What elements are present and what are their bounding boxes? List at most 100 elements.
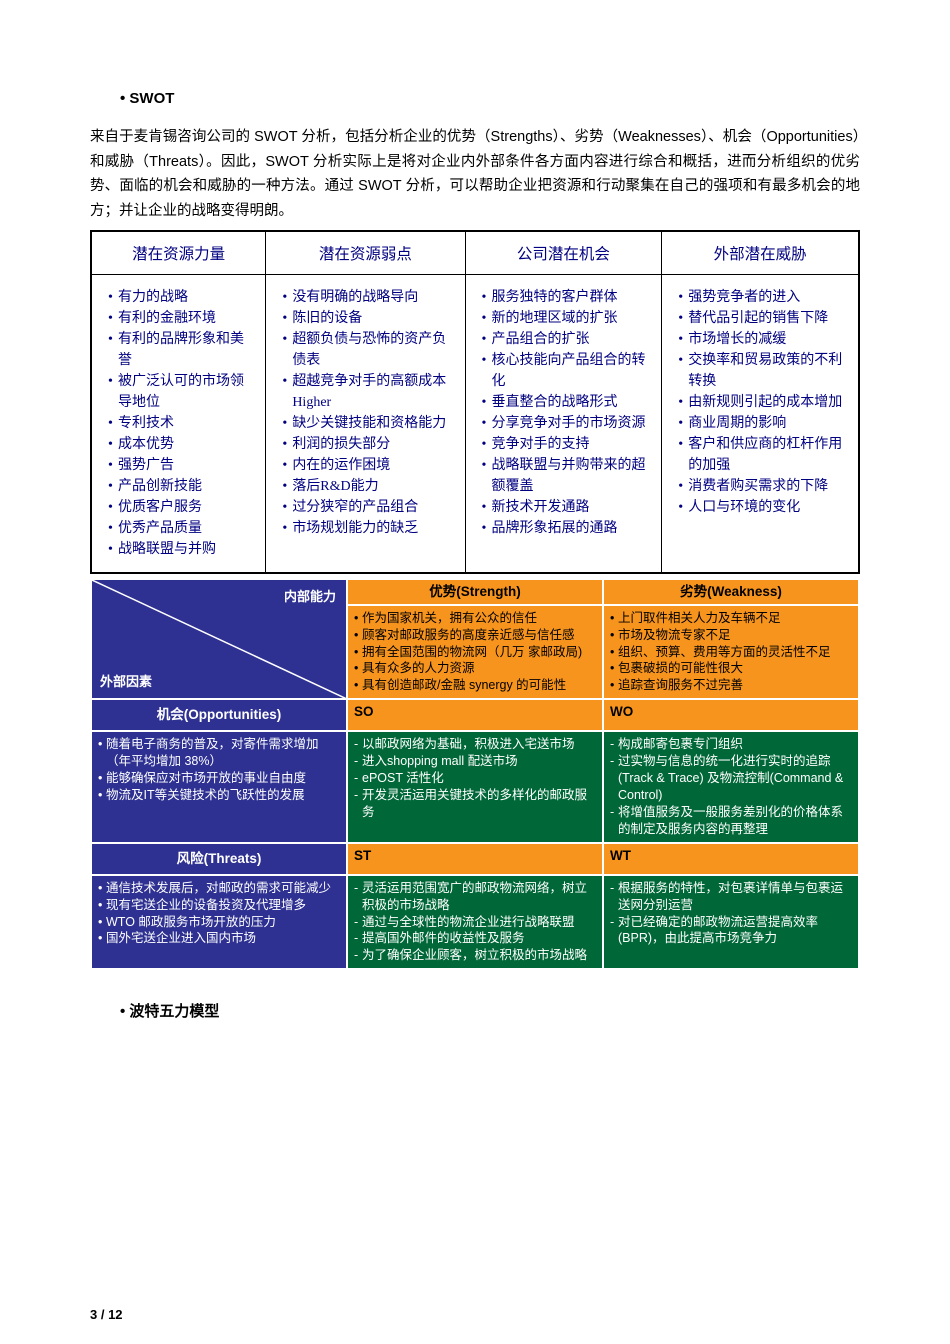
strength-cell: 作为国家机关，拥有公众的信任顾客对邮政服务的高度亲近感与信任感拥有全国范围的物流…: [347, 605, 603, 699]
list-item: 强势竞争者的进入: [678, 287, 848, 308]
opportunities-header: 机会(Opportunities): [91, 699, 347, 731]
list-item: 核心技能向产品组合的转化: [482, 350, 652, 392]
list-item: 成本优势: [108, 434, 255, 455]
list-item: 客户和供应商的杠杆作用的加强: [678, 434, 848, 476]
list-item: 顾客对邮政服务的高度亲近感与信任感: [354, 627, 596, 644]
list-item: 有利的品牌形象和美誉: [108, 329, 255, 371]
swot-header-3: 公司潜在机会: [465, 231, 662, 275]
weakness-header: 劣势(Weakness): [603, 579, 859, 605]
list-item: 通过与全球性的物流企业进行战略联盟: [354, 914, 596, 931]
list-item: 过分狭窄的产品组合: [282, 497, 454, 518]
list-item: 市场规划能力的缺乏: [282, 518, 454, 539]
list-item: 品牌形象拓展的通路: [482, 518, 652, 539]
list-item: 上门取件相关人力及车辆不足: [610, 610, 852, 627]
st-label: ST: [347, 843, 603, 875]
porter-heading: 波特五力模型: [90, 1000, 860, 1021]
wo-label: WO: [603, 699, 859, 731]
list-item: 以邮政网络为基础，积极进入宅送市场: [354, 736, 596, 753]
list-item: 新的地理区域的扩张: [482, 308, 652, 329]
list-item: 替代品引起的销售下降: [678, 308, 848, 329]
list-item: 优质客户服务: [108, 497, 255, 518]
list-item: 将增值服务及一般服务差别化的价格体系的制定及服务内容的再整理: [610, 804, 852, 838]
list-item: 新技术开发通路: [482, 497, 652, 518]
swot-col-threats: 强势竞争者的进入替代品引起的销售下降市场增长的减缓交换率和贸易政策的不利转换由新…: [662, 274, 859, 573]
list-item: 优秀产品质量: [108, 518, 255, 539]
opportunities-cell: 随着电子商务的普及，对寄件需求增加（年平均增加 38%）能够确保应对市场开放的事…: [91, 731, 347, 842]
diag-bot-label: 外部因素: [100, 673, 152, 691]
swot-col-weaknesses: 没有明确的战略导向陈旧的设备超额负债与恐怖的资产负债表超越竞争对手的高额成本Hi…: [266, 274, 465, 573]
swot-col-strengths: 有力的战略有利的金融环境有利的品牌形象和美誉被广泛认可的市场领导地位专利技术成本…: [91, 274, 266, 573]
swot-col-opportunities: 服务独特的客户群体新的地理区域的扩张产品组合的扩张核心技能向产品组合的转化垂直整…: [465, 274, 662, 573]
swot-header-1: 潜在资源力量: [91, 231, 266, 275]
list-item: 产品组合的扩张: [482, 329, 652, 350]
list-item: 拥有全国范围的物流网（几万 家邮政局): [354, 644, 596, 661]
list-item: 进入shopping mall 配送市场: [354, 753, 596, 770]
page-number: 3 / 12: [90, 1307, 123, 1322]
list-item: 竞争对手的支持: [482, 434, 652, 455]
swot-heading: SWOT: [90, 90, 860, 107]
list-item: 超越竞争对手的高额成本Higher: [282, 371, 454, 413]
intro-paragraph: 来自于麦肯锡咨询公司的 SWOT 分析，包括分析企业的优势（Strengths）…: [90, 125, 860, 224]
wt-cell: 根据服务的特性，对包裹详情单与包裹运送网分别运营对已经确定的邮政物流运营提高效率…: [603, 875, 859, 969]
threats-header: 风险(Threats): [91, 843, 347, 875]
list-item: 组织、预算、费用等方面的灵活性不足: [610, 644, 852, 661]
so-cell: 以邮政网络为基础，积极进入宅送市场进入shopping mall 配送市场ePO…: [347, 731, 603, 842]
list-item: 被广泛认可的市场领导地位: [108, 371, 255, 413]
list-item: 通信技术发展后，对邮政的需求可能减少: [98, 880, 340, 897]
list-item: 战略联盟与并购: [108, 539, 255, 560]
weakness-cell: 上门取件相关人力及车辆不足市场及物流专家不足组织、预算、费用等方面的灵活性不足包…: [603, 605, 859, 699]
list-item: 超额负债与恐怖的资产负债表: [282, 329, 454, 371]
swot-four-column-table: 潜在资源力量 潜在资源弱点 公司潜在机会 外部潜在威胁 有力的战略有利的金融环境…: [90, 230, 860, 574]
list-item: 对已经确定的邮政物流运营提高效率(BPR)，由此提高市场竞争力: [610, 914, 852, 948]
list-item: 为了确保企业顾客，树立积极的市场战略: [354, 947, 596, 964]
list-item: 垂直整合的战略形式: [482, 392, 652, 413]
list-item: 有利的金融环境: [108, 308, 255, 329]
swot-header-4: 外部潜在威胁: [662, 231, 859, 275]
list-item: 物流及IT等关键技术的飞跃性的发展: [98, 787, 340, 804]
list-item: 追踪查询服务不过完善: [610, 677, 852, 694]
list-item: 利润的损失部分: [282, 434, 454, 455]
threats-cell: 通信技术发展后，对邮政的需求可能减少现有宅送企业的设备投资及代理增多WTO 邮政…: [91, 875, 347, 969]
list-item: WTO 邮政服务市场开放的压力: [98, 914, 340, 931]
list-item: 内在的运作困境: [282, 455, 454, 476]
wt-label: WT: [603, 843, 859, 875]
list-item: 随着电子商务的普及，对寄件需求增加（年平均增加 38%）: [98, 736, 340, 770]
list-item: 分享竞争对手的市场资源: [482, 413, 652, 434]
list-item: 有力的战略: [108, 287, 255, 308]
list-item: 没有明确的战略导向: [282, 287, 454, 308]
list-item: 由新规则引起的成本增加: [678, 392, 848, 413]
list-item: 现有宅送企业的设备投资及代理增多: [98, 897, 340, 914]
wo-cell: 构成邮寄包裹专门组织过实物与信息的统一化进行实时的追踪(Track & Trac…: [603, 731, 859, 842]
tows-matrix-table: 内部能力 外部因素 优势(Strength) 劣势(Weakness) 作为国家…: [90, 578, 860, 971]
list-item: 国外宅送企业进入国内市场: [98, 930, 340, 947]
st-cell: 灵活运用范围宽广的邮政物流网络，树立积极的市场战略通过与全球性的物流企业进行战略…: [347, 875, 603, 969]
list-item: 战略联盟与并购带来的超额覆盖: [482, 455, 652, 497]
list-item: 具有创造邮政/金融 synergy 的可能性: [354, 677, 596, 694]
list-item: 专利技术: [108, 413, 255, 434]
list-item: 能够确保应对市场开放的事业自由度: [98, 770, 340, 787]
list-item: ePOST 活性化: [354, 770, 596, 787]
list-item: 市场及物流专家不足: [610, 627, 852, 644]
list-item: 商业周期的影响: [678, 413, 848, 434]
list-item: 人口与环境的变化: [678, 497, 848, 518]
list-item: 强势广告: [108, 455, 255, 476]
diag-top-label: 内部能力: [284, 588, 336, 606]
list-item: 构成邮寄包裹专门组织: [610, 736, 852, 753]
list-item: 根据服务的特性，对包裹详情单与包裹运送网分别运营: [610, 880, 852, 914]
list-item: 包裹破损的可能性很大: [610, 660, 852, 677]
swot-header-2: 潜在资源弱点: [266, 231, 465, 275]
list-item: 缺少关键技能和资格能力: [282, 413, 454, 434]
diag-cell: 内部能力 外部因素: [91, 579, 347, 700]
list-item: 消费者购买需求的下降: [678, 476, 848, 497]
list-item: 具有众多的人力资源: [354, 660, 596, 677]
list-item: 产品创新技能: [108, 476, 255, 497]
list-item: 开发灵活运用关键技术的多样化的邮政服务: [354, 787, 596, 821]
list-item: 作为国家机关，拥有公众的信任: [354, 610, 596, 627]
list-item: 服务独特的客户群体: [482, 287, 652, 308]
so-label: SO: [347, 699, 603, 731]
strength-header: 优势(Strength): [347, 579, 603, 605]
list-item: 过实物与信息的统一化进行实时的追踪(Track & Trace) 及物流控制(C…: [610, 753, 852, 804]
list-item: 市场增长的减缓: [678, 329, 848, 350]
list-item: 陈旧的设备: [282, 308, 454, 329]
list-item: 灵活运用范围宽广的邮政物流网络，树立积极的市场战略: [354, 880, 596, 914]
